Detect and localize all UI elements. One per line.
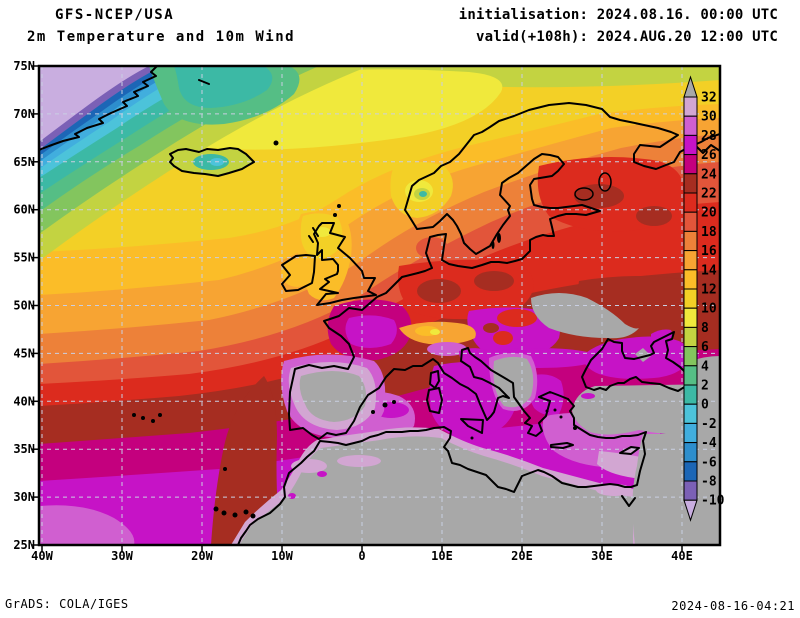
colorbar-segment xyxy=(684,404,697,423)
lon-tick-label: 20E xyxy=(511,549,533,563)
colorbar-tick-label: -4 xyxy=(701,436,717,451)
colorbar-tick-label: -8 xyxy=(701,475,717,490)
colorbar-tick-label: 32 xyxy=(701,91,717,106)
colorbar-tick-label: 18 xyxy=(701,225,717,240)
lat-tick-label: 50N xyxy=(13,299,35,313)
colorbar-tick-label: 12 xyxy=(701,283,717,298)
lat-tick-label: 30N xyxy=(13,490,35,504)
colorbar-segment xyxy=(684,97,697,116)
lat-tick-label: 45N xyxy=(13,346,35,360)
colorbar-tick-label: 22 xyxy=(701,187,717,202)
lon-tick-label: 40W xyxy=(31,549,53,563)
lon-tick-label: 40E xyxy=(671,549,693,563)
colorbar-tick-label: 16 xyxy=(701,244,717,259)
colorbar-segment xyxy=(684,347,697,366)
colorbar-segment xyxy=(684,289,697,308)
lat-tick-label: 35N xyxy=(13,442,35,456)
colorbar-tick-label: 30 xyxy=(701,110,717,125)
lon-tick-label: 10W xyxy=(271,549,293,563)
colorbar-segment xyxy=(684,308,697,327)
colorbar-segment xyxy=(684,193,697,212)
colorbar-tick-label: 4 xyxy=(701,359,709,374)
lon-tick-label: 10E xyxy=(431,549,453,563)
creation-timestamp: 2024-08-16-04:21 xyxy=(671,599,795,613)
colorbar-tick-label: 2 xyxy=(701,379,709,394)
colorbar-tick-label: 28 xyxy=(701,129,717,144)
lon-tick-label: 0 xyxy=(358,549,365,563)
lat-tick-label: 55N xyxy=(13,251,35,265)
lat-tick-label: 60N xyxy=(13,203,35,217)
colorbar-segment xyxy=(684,366,697,385)
colorbar-segment xyxy=(684,270,697,289)
colorbar-segment xyxy=(684,251,697,270)
colorbar-tick-label: 24 xyxy=(701,167,717,182)
colorbar-segment xyxy=(684,481,697,500)
colorbar-segment xyxy=(684,423,697,442)
lat-tick-label: 65N xyxy=(13,155,35,169)
colorbar-segment xyxy=(684,327,697,346)
colorbar-tick-label: 26 xyxy=(701,148,717,163)
lon-tick-label: 30W xyxy=(111,549,133,563)
colorbar-tick-label: 20 xyxy=(701,206,717,221)
colorbar-tick-label: -6 xyxy=(701,455,717,470)
grads-credit: GrADS: COLA/IGES xyxy=(5,597,129,611)
lat-tick-label: 70N xyxy=(13,107,35,121)
colorbar-segment xyxy=(684,174,697,193)
lat-tick-label: 75N xyxy=(13,59,35,73)
map-plot: 75N70N65N60N55N50N45N40N35N30N25N40W30W2… xyxy=(0,0,800,618)
colorbar-tick-label: 6 xyxy=(701,340,709,355)
colorbar-segment xyxy=(684,212,697,231)
colorbar-tick-label: -2 xyxy=(701,417,717,432)
colorbar-tick-label: -10 xyxy=(701,494,725,509)
colorbar-tick-label: 14 xyxy=(701,263,717,278)
colorbar-segment xyxy=(684,443,697,462)
colorbar-segment xyxy=(684,231,697,250)
colorbar-tick-label: 10 xyxy=(701,302,717,317)
lat-tick-label: 40N xyxy=(13,394,35,408)
colorbar-segment xyxy=(684,116,697,135)
colorbar-segment xyxy=(684,135,697,154)
lon-tick-label: 20W xyxy=(191,549,213,563)
colorbar-tick-label: 8 xyxy=(701,321,709,336)
colorbar-segment xyxy=(684,462,697,481)
lon-tick-label: 30E xyxy=(591,549,613,563)
weather-map-page: GFS-NCEP/USA 2m Temperature and 10m Wind… xyxy=(0,0,800,618)
colorbar-segment xyxy=(684,155,697,174)
map-area xyxy=(32,66,720,552)
colorbar-tick-label: 0 xyxy=(701,398,709,413)
colorbar-segment xyxy=(684,385,697,404)
